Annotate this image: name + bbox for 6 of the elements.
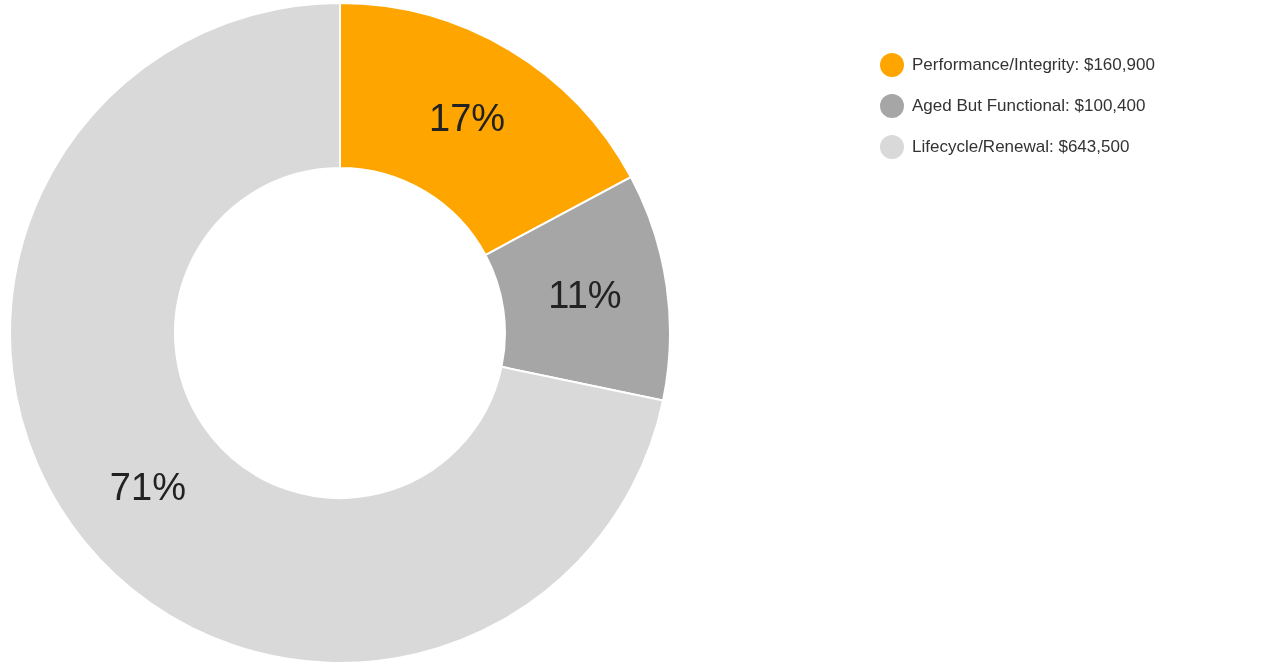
legend-label: Aged But Functional: $100,400: [912, 96, 1146, 116]
legend-label: Performance/Integrity: $160,900: [912, 55, 1155, 75]
data-label: 71%: [109, 465, 186, 508]
data-label: 17%: [429, 97, 506, 140]
legend-label: Lifecycle/Renewal: $643,500: [912, 137, 1130, 157]
data-label: 11%: [548, 274, 622, 317]
